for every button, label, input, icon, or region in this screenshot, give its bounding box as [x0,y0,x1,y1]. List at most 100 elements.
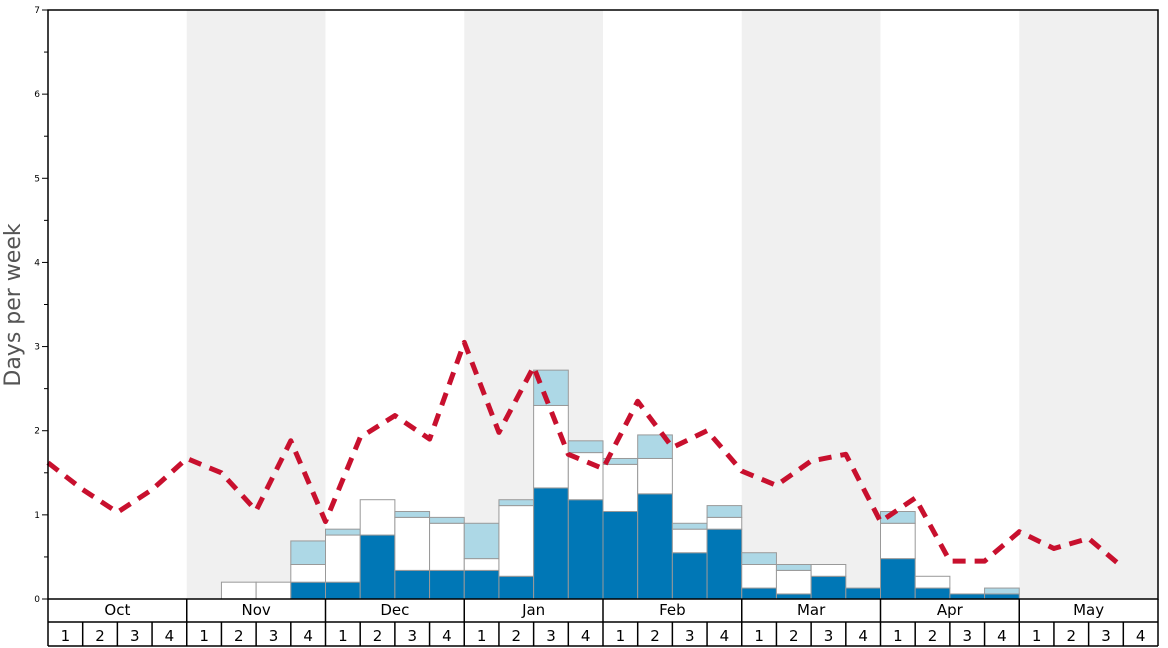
bar-segment-1-week-26 [914,587,951,600]
bar-segment-1-week-8 [290,581,326,600]
week-label: 2 [1067,627,1077,645]
bar-segment-2-week-17 [602,463,639,512]
bar-segment-2-week-8 [290,564,326,583]
week-label: 2 [789,627,799,645]
bar-segment-2-week-13 [463,558,500,571]
y-tick-label: 1 [34,511,40,521]
bar-segment-2-week-26 [914,575,951,589]
month-label-dec: Dec [380,601,409,619]
week-label: 3 [824,627,834,645]
bar-segment-3-week-13 [463,522,500,560]
bar-segment-1-week-24 [845,587,881,600]
y-tick-label: 7 [34,6,40,16]
bar-segment-1-week-20 [706,528,743,600]
bar-segment-2-week-15 [533,404,569,489]
bar-segment-2-week-18 [637,457,673,495]
bar-segment-2-week-9 [325,534,361,583]
bar-segment-2-week-19 [671,528,708,554]
week-label: 2 [95,627,105,645]
week-label: 4 [1136,627,1146,645]
bar-segment-1-week-22 [775,593,812,600]
bar-segment-2-week-12 [429,522,465,571]
month-label-feb: Feb [659,601,686,619]
week-label: 3 [269,627,279,645]
bar-segment-3-week-22 [775,564,812,571]
bar-segment-1-week-21 [741,587,777,600]
bar-segment-3-week-16 [567,440,604,454]
week-label: 2 [373,627,383,645]
week-label: 1 [477,627,487,645]
bar-segment-2-week-20 [706,516,743,530]
week-label: 3 [407,627,417,645]
bar-segment-1-week-14 [498,575,535,600]
bar-segment-1-week-13 [463,569,500,600]
week-label: 3 [962,627,972,645]
week-label: 1 [61,627,71,645]
month-shade-may [1019,10,1158,599]
month-label-may: May [1073,601,1104,619]
bar-segment-3-week-14 [498,499,535,507]
week-label: 2 [512,627,522,645]
bar-segment-1-week-17 [602,510,639,600]
week-label: 1 [199,627,209,645]
bar-segment-1-week-9 [325,581,361,600]
month-shade-nov [186,10,326,599]
bar-segment-1-week-25 [880,558,916,600]
month-shade-mar [741,10,881,599]
week-label: 4 [165,627,175,645]
week-label: 2 [928,627,938,645]
week-label: 2 [234,627,244,645]
week-label: 4 [303,627,313,645]
bar-segment-1-week-23 [810,575,847,600]
bar-segment-3-week-11 [394,510,431,518]
bar-segment-1-week-15 [533,487,569,600]
bar-segment-3-week-12 [429,516,465,524]
week-label: 1 [338,627,348,645]
bar-segment-2-week-14 [498,505,535,577]
week-label: 1 [893,627,903,645]
bar-segment-1-week-27 [949,593,986,600]
bar-segment-1-week-11 [394,569,431,600]
week-label: 4 [858,627,868,645]
y-tick-label: 5 [34,174,40,184]
bar-segment-3-week-25 [880,510,916,524]
bar-segment-3-week-18 [637,434,673,459]
y-tick-label: 4 [34,258,40,268]
bar-segment-3-week-21 [741,552,777,566]
bar-segment-1-week-18 [637,493,673,600]
week-label: 3 [130,627,140,645]
bars [220,369,1020,600]
y-tick-label: 3 [34,343,40,353]
month-label-nov: Nov [241,601,270,619]
bar-segment-2-week-7 [255,581,292,600]
y-axis-label: Days per week [1,223,26,386]
bar-segment-1-week-16 [567,499,604,600]
y-tick-label: 2 [34,427,40,437]
month-label-mar: Mar [797,601,826,619]
trend-line-path [46,339,1125,570]
axes: 0 1 2 3 4 5 6 7 Oct Nov Dec Jan Feb Mar Apr May 1 2 3 4 1 2 3 4… [34,6,1159,647]
y-tick-label: 6 [34,90,40,100]
bar-segment-1-week-10 [359,534,396,600]
week-label: 3 [685,627,695,645]
bar-segment-2-week-16 [567,452,604,501]
bar-segment-2-week-21 [741,564,777,589]
week-label: 1 [754,627,764,645]
bar-segment-2-week-11 [394,516,431,571]
week-label: 3 [1101,627,1111,645]
month-label-apr: Apr [937,601,964,619]
bar-segment-3-week-8 [290,540,326,566]
week-label: 1 [1032,627,1042,645]
month-label-oct: Oct [104,601,130,619]
bar-segment-1-week-19 [671,552,708,600]
month-label-jan: Jan [521,601,545,619]
week-label: 4 [720,627,730,645]
bar-segment-1-week-12 [429,569,465,600]
week-label: 3 [546,627,556,645]
bar-segment-2-week-6 [220,581,257,600]
bar-segment-3-week-28 [984,587,1020,595]
bar-segment-2-week-10 [359,499,396,536]
bar-segment-2-week-22 [775,569,812,595]
bar-segment-2-week-23 [810,564,847,577]
